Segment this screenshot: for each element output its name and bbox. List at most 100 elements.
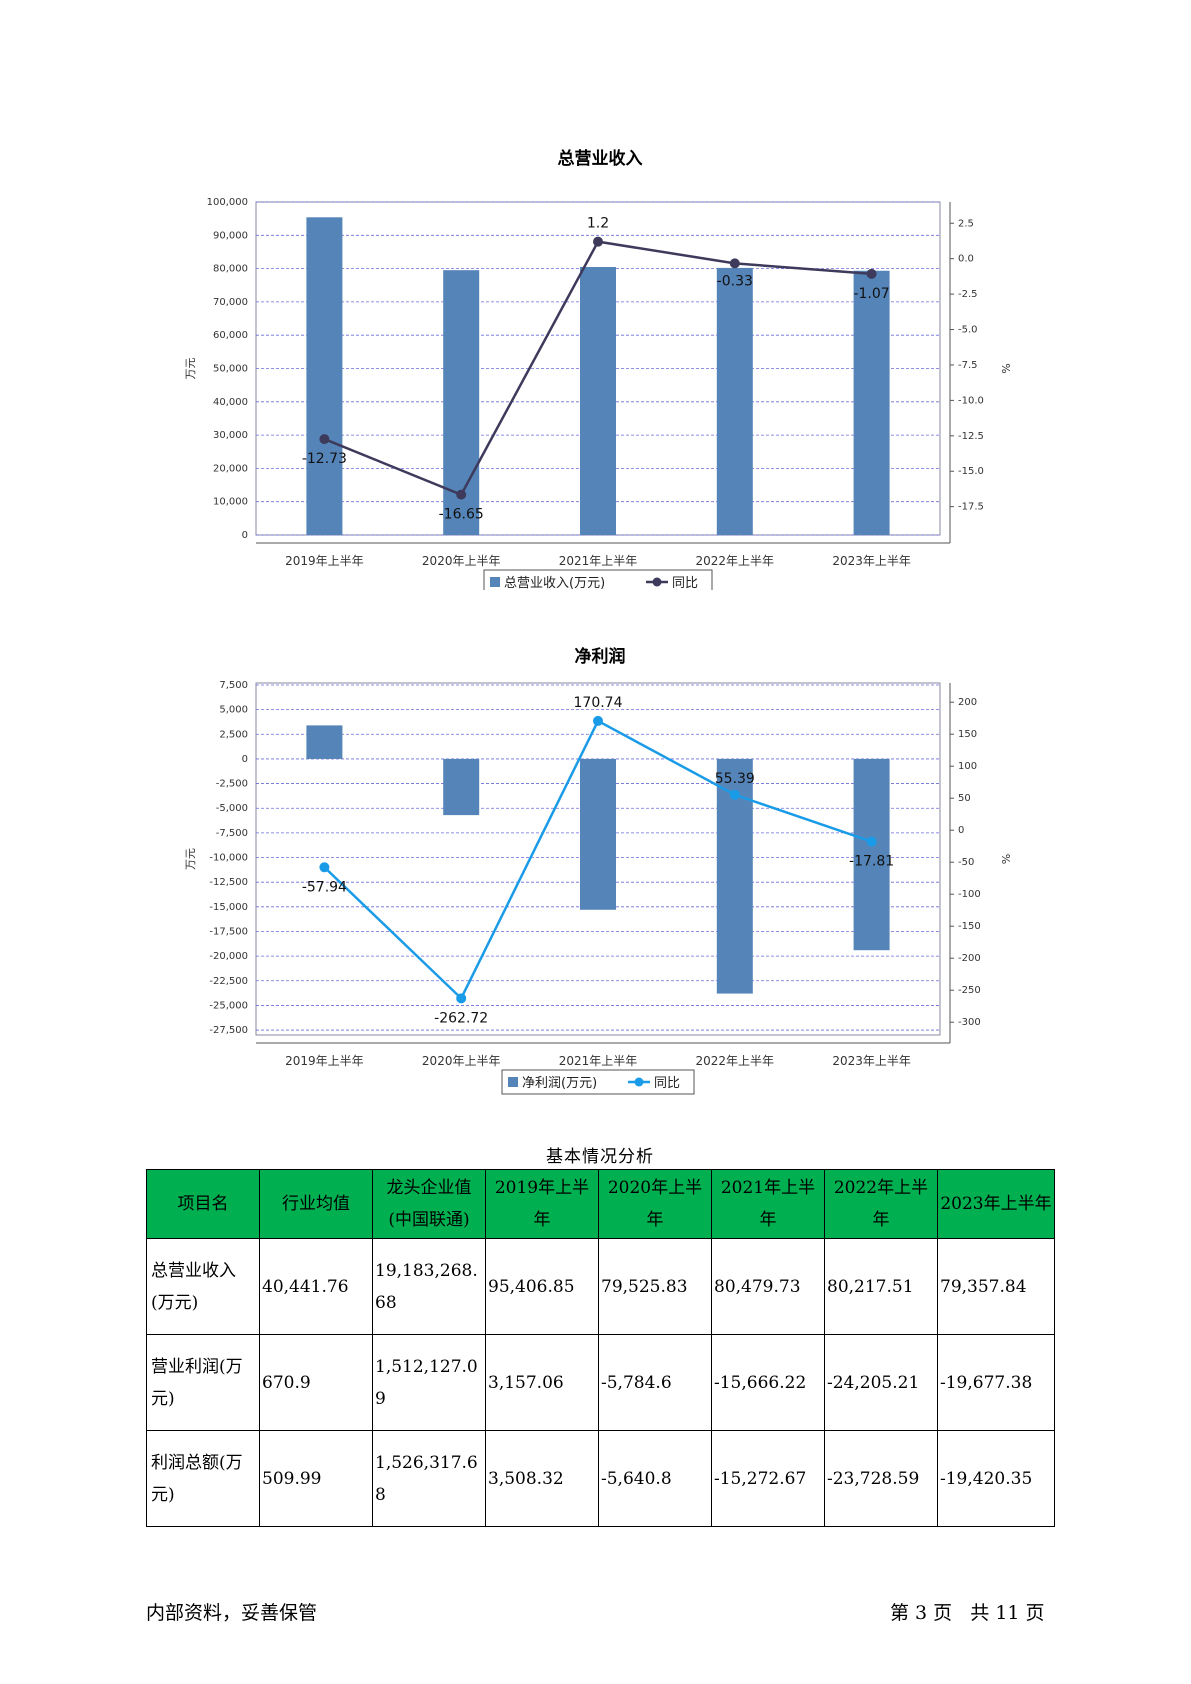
yoy-point (866, 268, 877, 279)
plot-frame (255, 682, 941, 1036)
data-label: -17.81 (849, 854, 894, 870)
x-tick-label: 2020年上半年 (422, 1054, 501, 1068)
header-cell: 2019年上半年 (485, 1169, 599, 1239)
header-cell: 项目名 (146, 1169, 260, 1239)
net-profit-chart: 7,500 5,000 2,500 0 -2,500 -5,000 -7,500 -10,00… (184, 680, 1012, 1095)
yoy-point (456, 993, 467, 1004)
y2-tick-label: -15.0 (958, 466, 984, 477)
y-tick-label: 50,000 (213, 364, 248, 375)
data-label: 1.2 (587, 216, 609, 232)
header-cell: 2022年上半年 (824, 1169, 938, 1239)
yoy-point (456, 489, 467, 500)
y-tick-label: -15,000 (209, 902, 248, 913)
y-tick-label: 60,000 (213, 330, 248, 341)
header-cell: 2020年上半年 (598, 1169, 712, 1239)
x-tick-label: 2021年上半年 (559, 1054, 638, 1068)
y2-tick-label: -300 (958, 1017, 981, 1028)
x-tick-label: 2023年上半年 (832, 554, 911, 568)
data-label: -0.33 (717, 273, 753, 289)
y-tick-label: -25,000 (209, 1000, 248, 1011)
y-tick-label: -10,000 (209, 853, 248, 864)
legend-box (501, 1069, 695, 1095)
legend-line-marker (634, 1077, 644, 1087)
revenue-chart: 100,000 90,000 80,000 70,000 60,000 50,000 40,… (184, 197, 1012, 590)
bar (716, 267, 753, 535)
y-tick-label: 0 (242, 754, 248, 765)
table-row: 营业利润(万元) 670.9 1,512,127.09 3,157.06 -5,… (146, 1334, 1055, 1431)
footer-confidential-note: 内部资料，妥善保管 (146, 1602, 318, 1624)
legend-label: 净利润(万元) (522, 1076, 597, 1091)
y-tick-label: -7,500 (216, 828, 248, 839)
y-tick-label: -20,000 (209, 951, 248, 962)
y-tick-label: 40,000 (213, 397, 248, 408)
y-axis-title: 万元 (184, 358, 197, 380)
legend-label: 总营业收入(万元) (504, 576, 605, 590)
y2-tick-label: -100 (958, 889, 981, 900)
table-cell: 19,183,268.68 (372, 1238, 486, 1335)
x-tick-label: 2022年上半年 (696, 554, 775, 568)
revenue-chart-block: 总营业收入 100,000 90,000 80,000 70,000 60,000 50,… (170, 140, 1030, 590)
table-cell: 79,525.83 (598, 1238, 712, 1335)
y-tick-label: -17,500 (209, 926, 248, 937)
footer-page-number: 第 3 页 共 11 页 (890, 1602, 1045, 1624)
table-cell: 80,217.51 (824, 1238, 938, 1335)
chart-title: 总营业收入 (557, 149, 643, 169)
y-axis-title: 万元 (184, 848, 197, 870)
legend-bar-swatch (490, 577, 500, 587)
table-cell: 80,479.73 (711, 1238, 825, 1335)
data-label: 55.39 (715, 771, 755, 787)
legend-label: 同比 (672, 576, 698, 590)
x-tick-label: 2019年上半年 (285, 554, 364, 568)
y2-tick-label: -200 (958, 953, 981, 964)
bar (853, 758, 890, 951)
y2-tick-label: -12.5 (958, 431, 984, 442)
y2-tick-label: -150 (958, 921, 981, 932)
y-tick-label: 10,000 (213, 497, 248, 508)
table-cell: -19,420.35 (937, 1430, 1055, 1527)
y2-tick-label: -7.5 (958, 360, 978, 371)
table-cell: 79,357.84 (937, 1238, 1055, 1335)
bar (443, 758, 480, 816)
table-cell: 1,512,127.09 (372, 1334, 486, 1431)
yoy-point (729, 789, 740, 800)
y2-tick-label: 2.5 (958, 218, 974, 229)
y2-tick-label: -50 (958, 857, 974, 868)
y-tick-label: 7,500 (219, 680, 248, 691)
header-cell: 龙头企业值(中国联通) (372, 1169, 486, 1239)
chart-title: 净利润 (574, 647, 626, 667)
y-tick-label: -12,500 (209, 877, 248, 888)
table-cell: 670.9 (259, 1334, 373, 1431)
table-header-row: 项目名 行业均值 龙头企业值(中国联通) 2019年上半年 2020年上半年 2… (146, 1169, 1055, 1239)
table-cell: -5,640.8 (598, 1430, 712, 1527)
yoy-point (593, 715, 603, 726)
table-row: 总营业收入(万元) 40,441.76 19,183,268.68 95,406… (146, 1238, 1055, 1335)
x-tick-label: 2019年上半年 (285, 1054, 364, 1068)
bar (580, 758, 616, 910)
y-tick-label: -2,500 (216, 779, 248, 790)
yoy-point (729, 258, 740, 269)
y-tick-label: 70,000 (213, 297, 248, 308)
y-tick-label: -22,500 (209, 976, 248, 987)
data-label: -262.72 (434, 1010, 488, 1026)
x-tick-label: 2022年上半年 (696, 1054, 775, 1068)
data-label: 170.74 (574, 695, 623, 711)
y-tick-label: 30,000 (213, 430, 248, 441)
yoy-point (319, 434, 330, 445)
header-cell: 2023年上半年 (937, 1169, 1055, 1239)
y2-tick-label: 150 (958, 729, 977, 740)
y-tick-label: 90,000 (213, 230, 248, 241)
table-cell: -15,272.67 (711, 1430, 825, 1527)
y2-tick-label: 50 (958, 793, 971, 804)
bar (853, 270, 890, 535)
table-cell: -5,784.6 (598, 1334, 712, 1431)
y2-axis-title: % (999, 363, 1012, 373)
legend-line-marker (652, 577, 662, 587)
x-tick-label: 2020年上半年 (422, 554, 501, 568)
table-cell: -19,677.38 (937, 1334, 1055, 1431)
header-cell: 行业均值 (259, 1169, 373, 1239)
y-tick-label: 2,500 (219, 729, 248, 740)
row-label: 利润总额(万元) (146, 1430, 260, 1527)
y-tick-label: 5,000 (219, 705, 248, 716)
table-cell: 3,508.32 (485, 1430, 599, 1527)
y2-tick-label: -10.0 (958, 395, 984, 406)
